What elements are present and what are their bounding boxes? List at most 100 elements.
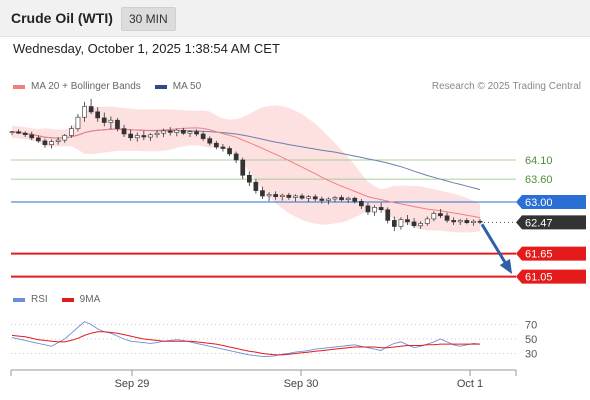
candle-body [200, 133, 206, 139]
rsi-tick-label: 70 [525, 320, 537, 332]
legend-label-rsi: RSI [31, 294, 48, 305]
candle [339, 195, 344, 202]
9ma-swatch-icon [61, 297, 74, 302]
candle [82, 101, 87, 122]
level-tag-pivot [516, 195, 586, 210]
candle [306, 195, 312, 203]
candle-body [398, 219, 404, 227]
candle [62, 134, 68, 143]
legend-label-9ma: 9MA [79, 294, 101, 305]
candle [345, 196, 351, 203]
candle [167, 127, 173, 136]
candle-body [154, 132, 160, 135]
rsi-swatch-icon [13, 297, 25, 302]
candle [424, 216, 430, 226]
chart-header: Crude Oil (WTI) 30 MIN [0, 0, 590, 37]
candle [358, 199, 364, 209]
candle [293, 194, 298, 202]
candle-body [312, 196, 318, 200]
timeframe-button[interactable]: 30 MIN [121, 7, 176, 31]
candle [378, 202, 384, 213]
candle-body [148, 134, 153, 138]
candle-body [345, 197, 351, 200]
candle-body [372, 207, 377, 213]
candle [161, 128, 167, 138]
ma50-swatch-icon [154, 84, 167, 89]
candle [326, 197, 331, 205]
candle-body [35, 137, 41, 142]
level-label-resistance: 64.10 [525, 155, 553, 167]
rsi-legend: RSI 9MA [13, 294, 114, 305]
candle-body [339, 197, 344, 201]
ma20-line [11, 127, 481, 219]
level-label-support: 61.05 [525, 272, 553, 284]
instrument-title: Crude Oil (WTI) [11, 10, 113, 26]
candle-body [108, 119, 114, 123]
bollinger-band [12, 105, 480, 233]
candle-body [95, 111, 100, 119]
candle-body [233, 153, 239, 161]
candle [200, 131, 206, 141]
level-label-pivot: 63.00 [525, 197, 553, 209]
legend-item-rsi: RSI [13, 294, 48, 305]
candle-body [438, 213, 443, 217]
candle-body [88, 106, 94, 113]
candle [148, 133, 153, 141]
x-tick-label: Oct 1 [457, 378, 483, 390]
candle-body [62, 135, 68, 141]
forecast-arrow-head [499, 258, 513, 275]
candle-body [9, 131, 15, 133]
candle-body [405, 219, 410, 223]
candle [101, 112, 107, 127]
candle [240, 157, 246, 180]
candle-body [411, 221, 417, 226]
candle [365, 202, 371, 216]
candle-body [115, 119, 120, 129]
candle [332, 195, 338, 203]
candle [214, 140, 219, 150]
candle-body [385, 209, 391, 221]
candle [141, 130, 147, 141]
candle-body [431, 213, 437, 220]
time-axis: Sep 29 Sep 30 Oct 1 [10, 369, 517, 390]
candle-body [49, 141, 54, 146]
candle [187, 130, 193, 138]
candle [49, 139, 54, 149]
candle [154, 130, 160, 138]
candle [194, 129, 199, 137]
level-label-support: 61.65 [525, 249, 553, 261]
candle-body [253, 181, 259, 191]
candle-body [187, 131, 193, 134]
candle-body [471, 220, 476, 223]
candle [279, 193, 285, 201]
candle-body [260, 190, 265, 197]
candle-body [266, 194, 272, 197]
candle-body [22, 132, 28, 135]
candle [115, 117, 120, 132]
candle-body [352, 197, 358, 202]
ma20-swatch-icon [13, 84, 25, 89]
candle-body [128, 133, 134, 139]
candle [227, 146, 232, 157]
candle-body [214, 142, 219, 148]
bollinger-band-fill [12, 105, 480, 233]
candle-body [358, 201, 364, 207]
candle-body [477, 220, 483, 223]
candle-body [332, 197, 338, 200]
candle-body [464, 220, 470, 223]
research-credit: Research © 2025 Trading Central [431, 81, 581, 92]
candle [9, 130, 15, 136]
candle-body [418, 223, 424, 227]
candle-body [391, 220, 397, 227]
candle [121, 124, 127, 138]
candle-body [161, 130, 167, 134]
candle [174, 128, 180, 137]
candle [411, 218, 417, 229]
rsi-panel: 70 50 30 [11, 320, 537, 361]
candle-body [167, 130, 173, 133]
level-label-current: 62.47 [525, 217, 553, 229]
candle-body [141, 135, 147, 138]
forecast-arrow [480, 223, 513, 275]
candle [75, 114, 81, 132]
